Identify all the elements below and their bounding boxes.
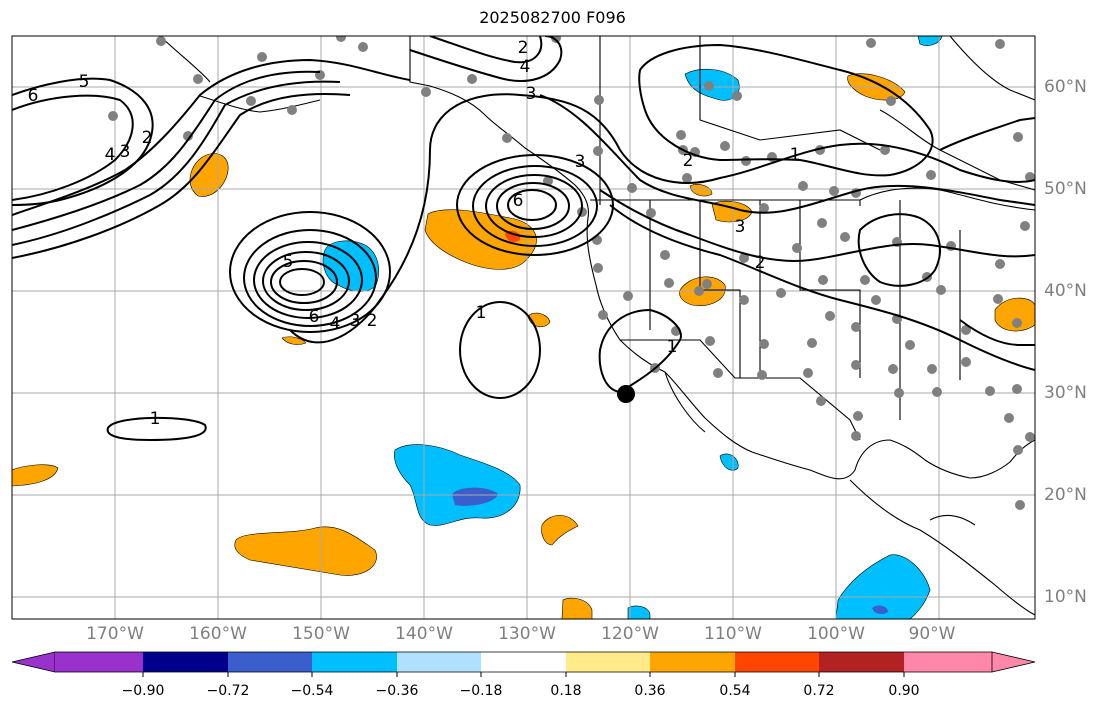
lon-label: 90°W	[908, 624, 956, 644]
colorbar-tick-label: 0.72	[803, 683, 835, 699]
colorbar-tick-label: −0.36	[375, 683, 419, 699]
colorbar-tick-label: −0.54	[290, 683, 334, 699]
lon-label: 140°W	[395, 624, 453, 644]
lon-label: 120°W	[601, 624, 659, 644]
map-frame	[11, 35, 1036, 620]
lon-label: 170°W	[86, 624, 144, 644]
colorbar-tick-label: 0.36	[634, 683, 666, 699]
map-background	[12, 36, 1035, 619]
contour-label: 6	[513, 191, 524, 211]
shaded-positive-anomalies	[12, 73, 1035, 619]
shaded-strong-negative	[452, 487, 888, 615]
colorbar-tick-label: −0.72	[206, 683, 250, 699]
contour-label: 2	[755, 253, 766, 273]
lat-label: 10°N	[1044, 587, 1087, 607]
contour-label: 1	[790, 145, 801, 165]
lat-label: 60°N	[1044, 77, 1087, 97]
lon-label: 150°W	[292, 624, 350, 644]
contour-label: 3	[735, 217, 746, 237]
lat-label: 40°N	[1044, 281, 1087, 301]
contour-label: 1	[476, 303, 487, 323]
lat-label: 30°N	[1044, 383, 1087, 403]
lat-label: 50°N	[1044, 179, 1087, 199]
plot-title: 2025082700 F096	[479, 8, 626, 27]
contour-label: 2	[142, 128, 153, 148]
lon-label: 110°W	[704, 624, 762, 644]
colorbar-tick-label: −0.18	[459, 683, 503, 699]
contour-label: 2	[518, 38, 529, 58]
contour-label: 4	[520, 57, 531, 77]
point-marker	[617, 385, 635, 403]
colorbar-tick-label: 0.18	[550, 683, 582, 699]
lon-label: 160°W	[189, 624, 247, 644]
contour-label: 5	[79, 72, 90, 92]
lon-label: 100°W	[807, 624, 865, 644]
contour-label: 3	[526, 84, 537, 104]
contour-label: 2	[683, 151, 694, 171]
colorbar	[11, 651, 1036, 677]
contour-label: 2	[367, 311, 378, 331]
lat-label: 20°N	[1044, 485, 1087, 505]
contour-lines	[12, 36, 1035, 442]
colorbar-tick-label: 0.54	[719, 683, 751, 699]
station-markers	[108, 36, 1035, 510]
contour-label: 3	[120, 142, 131, 162]
graticule	[12, 36, 1035, 619]
contour-label: 1	[150, 409, 161, 429]
contour-label: 6	[28, 86, 39, 106]
contour-label: 5	[283, 252, 294, 272]
contour-label: 3	[350, 311, 361, 331]
contour-label: 3	[575, 152, 586, 172]
shaded-strong-positive	[505, 230, 521, 242]
colorbar-tick-label: 0.90	[888, 683, 920, 699]
colorbar-tick-label: −0.90	[121, 683, 165, 699]
contour-label: 6	[309, 307, 320, 327]
contour-label: 4	[105, 145, 116, 165]
contour-label: 1	[667, 337, 678, 357]
contour-label: 4	[330, 314, 341, 334]
lon-label: 130°W	[498, 624, 556, 644]
